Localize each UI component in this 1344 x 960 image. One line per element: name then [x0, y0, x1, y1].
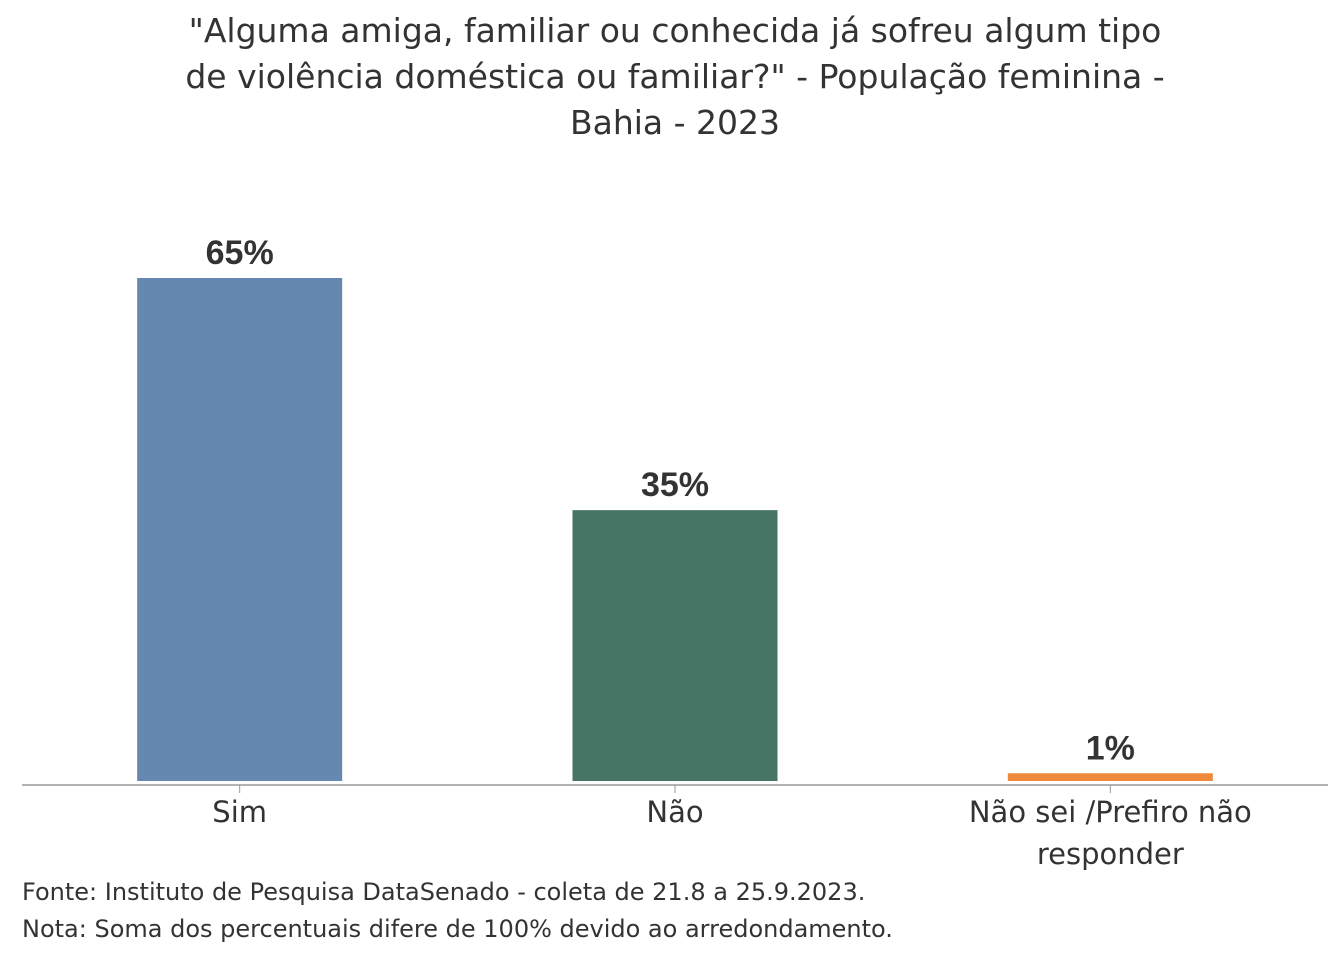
- x-tick-label-2-1: responder: [1037, 837, 1184, 871]
- x-tick-label-1-0: Não: [646, 795, 703, 829]
- chart-footer: Fonte: Instituto de Pesquisa DataSenado …: [22, 874, 893, 948]
- rounding-note: Nota: Soma dos percentuais difere de 100…: [22, 915, 893, 943]
- source-note: Fonte: Instituto de Pesquisa DataSenado …: [22, 878, 866, 906]
- chart-title-line-3: Bahia - 2023: [569, 103, 781, 142]
- chart-title-line-1: "Alguma amiga, familiar ou conhecida já …: [188, 11, 1162, 50]
- data-label-0: 65%: [206, 234, 274, 272]
- bar-2: [1007, 773, 1213, 781]
- data-label-2: 1%: [1086, 729, 1135, 767]
- data-label-1: 35%: [641, 466, 709, 504]
- x-tick-label-0-0: Sim: [212, 795, 267, 829]
- bar-1: [572, 510, 778, 781]
- chart-title-line-2: de violência doméstica ou familiar?" - P…: [185, 57, 1165, 96]
- chart-title: "Alguma amiga, familiar ou conhecida já …: [140, 8, 1210, 146]
- bar-0: [137, 278, 343, 781]
- x-tick-label-2-0: Não sei /Prefiro não: [969, 795, 1252, 829]
